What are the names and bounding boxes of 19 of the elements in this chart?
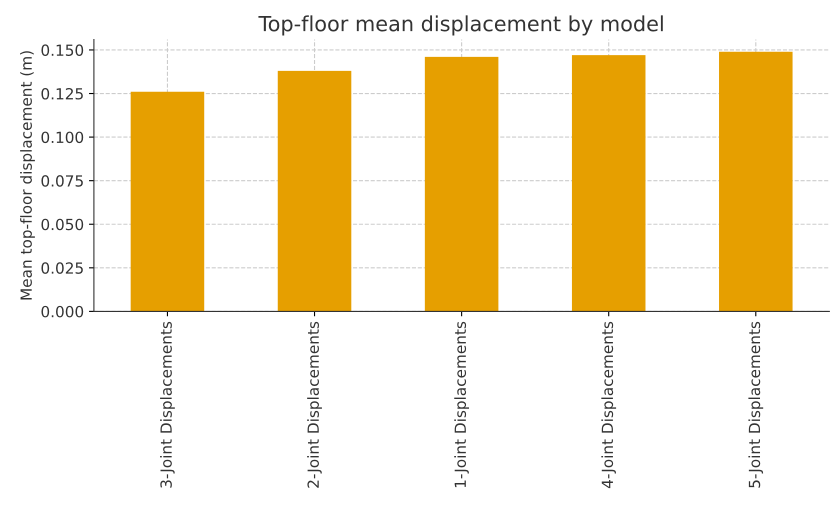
x-tick-label: 5-Joint Displacements bbox=[748, 322, 764, 488]
y-tick-label: 0.025 bbox=[41, 262, 83, 274]
bar bbox=[719, 52, 793, 312]
bar bbox=[278, 70, 352, 312]
y-tick-label: 0.150 bbox=[41, 44, 84, 56]
y-tick-label: 0.075 bbox=[41, 175, 83, 187]
y-tick-label: 0.125 bbox=[41, 88, 83, 100]
x-tick-label: 4-Joint Displacements bbox=[601, 322, 616, 488]
bar bbox=[424, 56, 498, 312]
y-axis-title: Mean top-floor displacement (m) bbox=[20, 51, 35, 300]
x-tick-label: 1-Joint Displacements bbox=[454, 322, 470, 488]
y-tick-label: 0.050 bbox=[41, 218, 84, 230]
y-tick-label: 0.100 bbox=[41, 132, 84, 144]
bar bbox=[130, 92, 204, 312]
x-tick-label: 3-Joint Displacements bbox=[160, 322, 175, 488]
bar bbox=[572, 55, 646, 312]
y-tick-label: 0.000 bbox=[41, 306, 84, 318]
chart-title: Top-floor mean displacement by model bbox=[258, 15, 663, 36]
x-tick-label: 2-Joint Displacements bbox=[307, 322, 322, 488]
